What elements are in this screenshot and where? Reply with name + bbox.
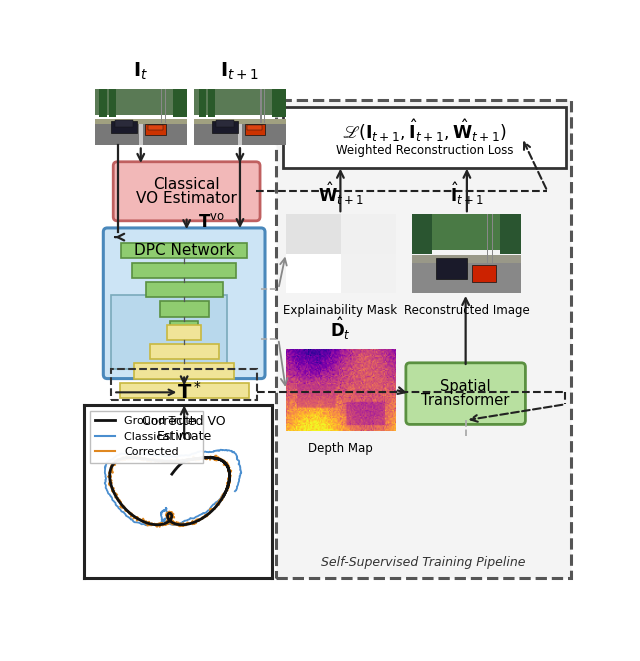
FancyBboxPatch shape bbox=[111, 295, 227, 369]
Text: VO Estimator: VO Estimator bbox=[136, 191, 237, 206]
Bar bbox=[121, 243, 247, 258]
Bar bbox=[120, 383, 249, 398]
Text: DPC Network: DPC Network bbox=[134, 243, 234, 258]
Text: Classical: Classical bbox=[154, 176, 220, 192]
FancyBboxPatch shape bbox=[276, 100, 571, 578]
Text: Reconstructed Image: Reconstructed Image bbox=[404, 304, 530, 317]
Text: Explainability Mask: Explainability Mask bbox=[284, 304, 397, 317]
Bar bbox=[170, 321, 198, 336]
Text: $\mathbf{T}^{\mathrm{vo}}$: $\mathbf{T}^{\mathrm{vo}}$ bbox=[198, 213, 225, 231]
Bar bbox=[159, 301, 209, 317]
Bar bbox=[167, 325, 201, 340]
Text: $\hat{\mathbf{D}}_{t}$: $\hat{\mathbf{D}}_{t}$ bbox=[330, 315, 351, 342]
Bar bbox=[150, 344, 219, 360]
Text: Transformer: Transformer bbox=[422, 393, 510, 408]
Text: Self-Supervised Training Pipeline: Self-Supervised Training Pipeline bbox=[321, 556, 525, 569]
FancyBboxPatch shape bbox=[113, 162, 260, 221]
FancyBboxPatch shape bbox=[284, 107, 566, 169]
Text: $\mathbf{I}_{t}$: $\mathbf{I}_{t}$ bbox=[133, 61, 148, 83]
FancyBboxPatch shape bbox=[406, 363, 525, 424]
Text: $\mathbf{T}^*$: $\mathbf{T}^*$ bbox=[177, 381, 202, 403]
Text: Corrected VO
Estimate: Corrected VO Estimate bbox=[142, 415, 226, 444]
Text: Weighted Reconstruction Loss: Weighted Reconstruction Loss bbox=[336, 143, 513, 157]
FancyBboxPatch shape bbox=[103, 228, 265, 379]
Text: $\hat{\mathbf{I}}_{t+1}$: $\hat{\mathbf{I}}_{t+1}$ bbox=[450, 180, 484, 207]
Text: $\hat{\mathbf{W}}_{t+1}$: $\hat{\mathbf{W}}_{t+1}$ bbox=[317, 180, 364, 207]
Bar bbox=[132, 262, 236, 278]
Text: $\mathscr{L}(\mathbf{I}_{t+1}, \hat{\mathbf{I}}_{t+1}, \hat{\mathbf{W}}_{t+1})$: $\mathscr{L}(\mathbf{I}_{t+1}, \hat{\mat… bbox=[342, 118, 507, 145]
Text: $\mathbf{I}_{t+1}$: $\mathbf{I}_{t+1}$ bbox=[221, 61, 259, 83]
Bar bbox=[146, 282, 223, 297]
Text: Depth Map: Depth Map bbox=[308, 442, 372, 455]
Bar bbox=[134, 364, 234, 379]
Text: Spatial: Spatial bbox=[440, 379, 491, 394]
